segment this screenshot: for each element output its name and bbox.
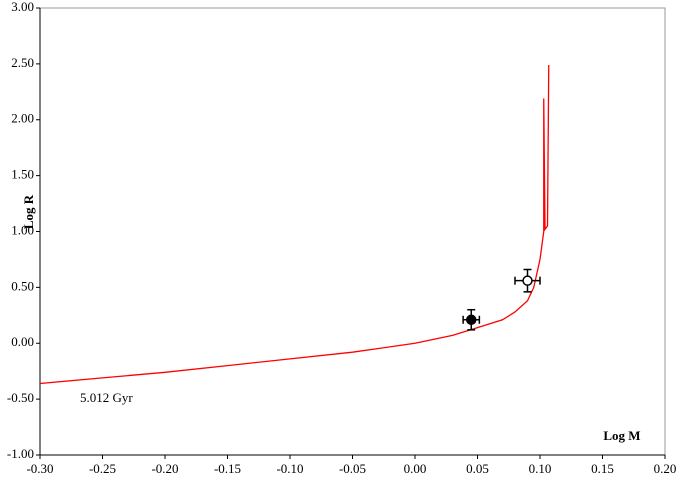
y-tick-label: 2.00 — [11, 111, 34, 126]
x-tick-label: 0.20 — [654, 461, 677, 476]
y-tick-label: 0.50 — [11, 278, 34, 293]
y-tick-label: 1.00 — [11, 222, 34, 237]
curve — [39, 64, 550, 385]
x-tick-label: 0.05 — [466, 461, 489, 476]
y-tick-label: -1.00 — [7, 446, 34, 461]
x-tick-label: -0.20 — [151, 461, 178, 476]
x-tick-label: -0.15 — [214, 461, 241, 476]
y-tick-label: 1.50 — [11, 167, 34, 182]
plot-frame — [39, 7, 666, 456]
y-tick-label: 3.00 — [11, 0, 34, 14]
x-tick-label: -0.10 — [276, 461, 303, 476]
x-axis-label: Log M — [603, 428, 640, 443]
y-tick-label: -0.50 — [7, 390, 34, 405]
data-point — [466, 314, 477, 326]
x-tick-label: 0.10 — [529, 461, 552, 476]
x-tick-label: -0.05 — [339, 461, 366, 476]
x-tick-label: 0.15 — [591, 461, 614, 476]
data-point — [522, 275, 533, 286]
x-tick-label: 0.00 — [404, 461, 427, 476]
y-tick-label: 2.50 — [11, 55, 34, 70]
x-tick-label: -0.25 — [89, 461, 116, 476]
y-tick-label: 0.00 — [11, 334, 34, 349]
x-tick-label: -0.30 — [26, 461, 53, 476]
annotation: 5.012 Gyr — [80, 390, 133, 405]
y-axis-label: Log R — [21, 194, 36, 229]
